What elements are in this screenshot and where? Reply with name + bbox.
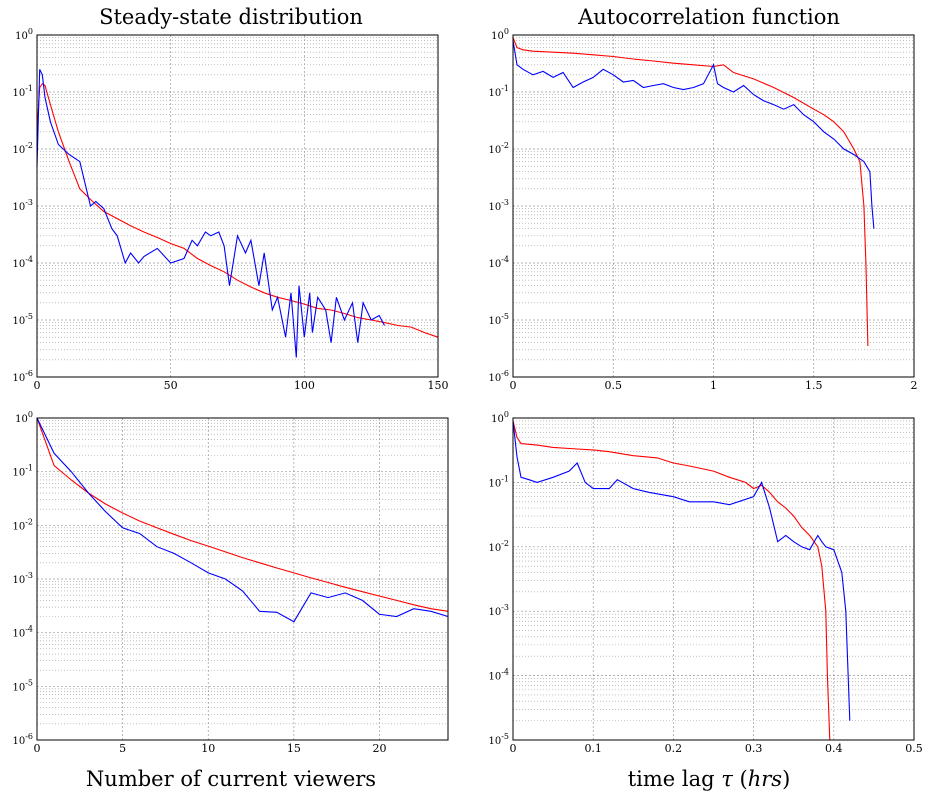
axes-frame <box>36 34 439 378</box>
xlabel-right-prefix: time lag <box>627 767 722 791</box>
y-tick-label: 100 <box>491 410 509 425</box>
x-tick-label: 2 <box>911 379 918 392</box>
y-tick-label: 10-5 <box>488 732 509 747</box>
y-tick-label: 10-1 <box>12 464 33 479</box>
axes-frame <box>36 417 449 741</box>
x-tick-label: 50 <box>164 379 178 392</box>
tau-symbol: τ <box>721 767 733 791</box>
y-tick-label: 10-2 <box>12 141 33 156</box>
y-tick-label: 10-6 <box>12 732 33 747</box>
y-tick-label: 10-1 <box>488 474 509 489</box>
panel-top-right: 100 10-1 10-2 10-3 10-4 10-5 10-60 0.5 1 1.5 2 <box>488 27 917 392</box>
x-tick-label: 100 <box>294 379 315 392</box>
series-line-blue <box>512 420 851 721</box>
x-tick-label: 15 <box>287 742 301 755</box>
y-tick-label: 10-3 <box>488 198 509 213</box>
y-tick-label: 10-3 <box>12 198 33 213</box>
axes-frame <box>512 417 915 741</box>
x-tick-label: 20 <box>373 742 387 755</box>
y-tick-label: 10-5 <box>12 678 33 693</box>
x-tick-label: 0.3 <box>745 742 763 755</box>
y-tick-label: 10-1 <box>12 84 33 99</box>
series-line-red <box>36 417 449 612</box>
y-tick-label: 10-4 <box>488 255 509 270</box>
xlabel-left: Number of current viewers <box>85 767 377 791</box>
panel-top-left: 100 10-1 10-2 10-3 10-4 10-5 10-60 50 100 150 <box>12 27 448 392</box>
x-tick-label: 0.4 <box>825 742 843 755</box>
x-tick-label: 0.1 <box>584 742 602 755</box>
xlabel-right-unit-close: ) <box>782 767 791 791</box>
y-tick-label: 10-2 <box>488 141 509 156</box>
axes-frame <box>512 34 915 378</box>
xlabel-right-unit: hrs <box>747 767 783 791</box>
y-tick-label: 10-3 <box>12 571 33 586</box>
xlabel-right-unit-open: ( <box>732 767 748 791</box>
panel-bottom-left: 100 10-1 10-2 10-3 10-4 10-5 10-60 5 10 15 20 <box>12 410 449 755</box>
y-tick-label: 10-6 <box>488 369 509 384</box>
y-tick-label: 100 <box>15 27 33 42</box>
y-tick-label: 100 <box>15 410 33 425</box>
y-tick-label: 10-2 <box>12 517 33 532</box>
y-tick-label: 10-4 <box>488 668 509 683</box>
y-tick-label: 10-5 <box>488 312 509 327</box>
x-tick-label: 0 <box>34 742 41 755</box>
y-tick-label: 10-2 <box>488 539 509 554</box>
y-tick-label: 10-4 <box>12 255 33 270</box>
x-tick-label: 1.5 <box>805 379 823 392</box>
y-tick-label: 10-6 <box>12 369 33 384</box>
y-tick-label: 10-4 <box>12 625 33 640</box>
x-tick-label: 0 <box>510 379 517 392</box>
x-tick-label: 0.5 <box>605 379 623 392</box>
x-tick-label: 5 <box>119 742 126 755</box>
series-line-blue <box>512 40 875 229</box>
x-tick-label: 0.5 <box>905 742 923 755</box>
xlabel-right: time lag τ (hrs) <box>509 767 909 791</box>
panel-bottom-right: 100 10-1 10-2 10-3 10-4 10-50 0.1 0.2 0.3 0.4 0.5 <box>488 410 922 755</box>
x-tick-label: 0 <box>510 742 517 755</box>
series-line-blue <box>36 417 449 623</box>
x-tick-label: 0.2 <box>665 742 683 755</box>
series-line-red <box>512 420 831 741</box>
y-tick-label: 10-5 <box>12 312 33 327</box>
x-tick-label: 10 <box>201 742 215 755</box>
series-line-blue <box>36 69 385 358</box>
x-tick-label: 0 <box>34 379 41 392</box>
title-left: Steady-state distribution <box>99 5 363 29</box>
y-tick-label: 10-3 <box>488 603 509 618</box>
y-tick-label: 100 <box>491 27 509 42</box>
title-right: Autocorrelation function <box>578 5 840 29</box>
series-line-red <box>512 37 869 347</box>
x-tick-label: 150 <box>428 379 449 392</box>
y-tick-label: 10-1 <box>488 84 509 99</box>
x-tick-label: 1 <box>710 379 717 392</box>
